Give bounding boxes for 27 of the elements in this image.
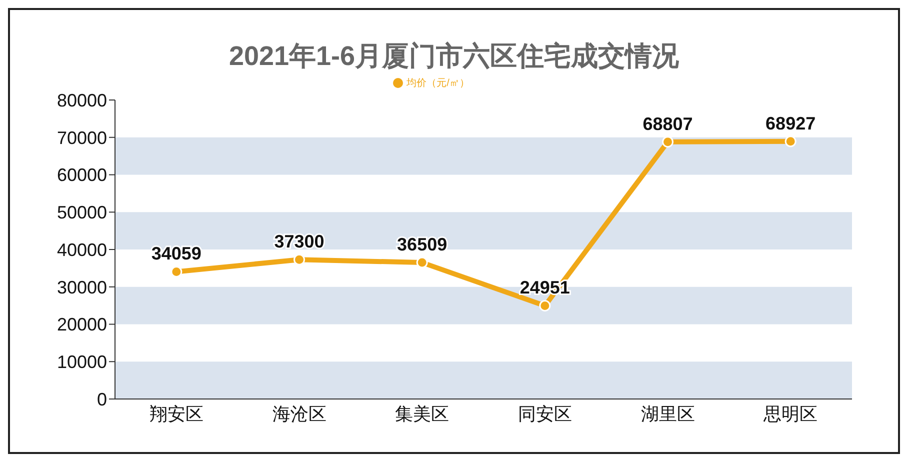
- y-tick-label: 60000: [56, 165, 107, 186]
- y-tick-label: 20000: [56, 314, 107, 335]
- x-tick-label: 思明区: [762, 404, 818, 424]
- x-tick-label: 集美区: [395, 404, 450, 424]
- point: [416, 256, 428, 268]
- x-tick-label: 湖里区: [640, 404, 695, 424]
- point: [294, 254, 305, 266]
- point: [539, 300, 551, 312]
- data-label: 68807: [642, 114, 693, 134]
- x-tick-label: 翔安区: [149, 404, 204, 424]
- data-label: 68927: [766, 113, 816, 134]
- legend-label: 均价（元/㎡）: [406, 78, 470, 89]
- x-tick-label: 海沧区: [272, 404, 326, 424]
- x-tick-label: 同安区: [518, 404, 572, 424]
- y-tick-label: 30000: [56, 277, 107, 298]
- y-tick-label: 0: [96, 389, 107, 410]
- data-label: 36509: [397, 234, 448, 255]
- point: [662, 136, 674, 148]
- y-tick-label: 40000: [56, 240, 107, 260]
- chart-title: 2021年1-6月厦门市六区住宅成交情况: [228, 40, 680, 73]
- y-tick-label: 80000: [56, 90, 107, 110]
- data-label: 37300: [274, 232, 324, 252]
- y-tick-label: 10000: [56, 352, 107, 372]
- y-tick-label: 50000: [56, 202, 107, 223]
- y-tick-label: 70000: [56, 128, 107, 148]
- data-label: 34059: [151, 244, 202, 264]
- point: [784, 136, 796, 148]
